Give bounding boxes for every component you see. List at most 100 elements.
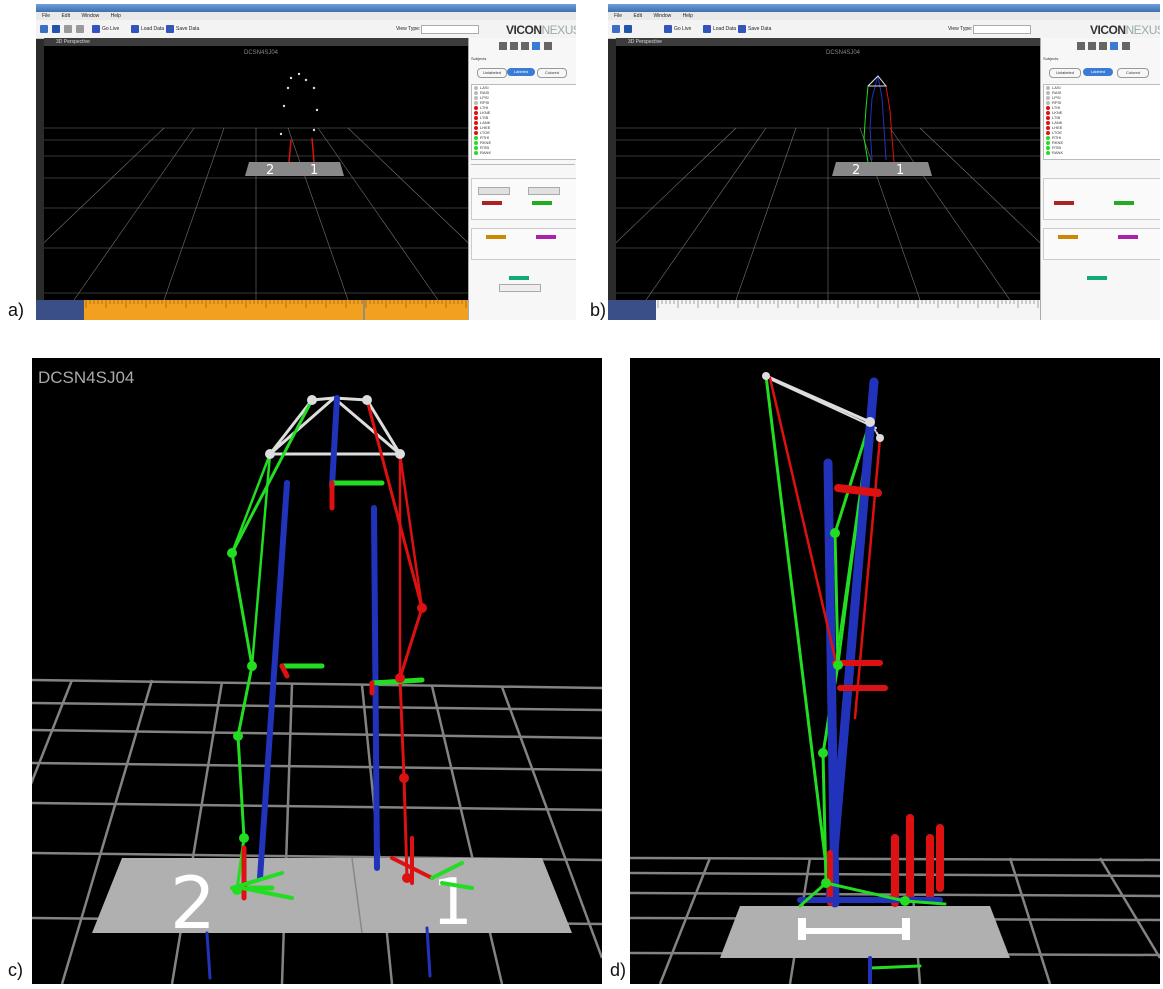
marker-list-item[interactable]: LANK	[1044, 120, 1160, 125]
open-icon[interactable]	[64, 24, 74, 34]
marker-list-item[interactable]: LTOE	[1044, 130, 1160, 135]
settings-icon[interactable]	[543, 42, 552, 50]
pipeline-icon[interactable]	[521, 42, 530, 50]
gap-fill-field[interactable]	[478, 187, 510, 195]
marker-list-item[interactable]: LKNE	[1044, 110, 1160, 115]
tab-unlabeled[interactable]: Unlabeled	[477, 68, 507, 78]
viewport-3d-a[interactable]: 3D Perspective 2 1	[44, 38, 468, 300]
marker-list-item[interactable]: RASI	[1044, 90, 1160, 95]
marker-list-item[interactable]: RKNE	[1044, 140, 1160, 145]
timeline-bar[interactable]	[656, 300, 1040, 320]
gap-fill-section	[471, 178, 576, 220]
kinematic-fill-swatch	[536, 235, 556, 239]
tab-colored[interactable]: Colored	[537, 68, 567, 78]
viewport-tab[interactable]: 3D Perspective	[44, 38, 468, 46]
viewport-tab[interactable]: 3D Perspective	[616, 38, 1040, 46]
marker-list-item[interactable]: LTIB	[1044, 115, 1160, 120]
plate-label-2: 2	[852, 163, 860, 178]
menu-edit[interactable]: Edit	[61, 13, 71, 19]
marker-status-icon	[1046, 90, 1050, 95]
menu-file[interactable]: File	[42, 13, 51, 19]
marker-list-item[interactable]: LHEE	[472, 125, 576, 130]
tools-pane-a: Subjects Unlabeled Labeled Colored LASI R…	[468, 38, 576, 320]
go-live-button[interactable]: Go Live	[664, 24, 691, 34]
marker-list-item[interactable]: LTIB	[472, 115, 576, 120]
plate-marks	[798, 918, 910, 940]
menu-window[interactable]: Window	[653, 13, 672, 19]
menu-help[interactable]: Help	[682, 13, 693, 19]
menu-file[interactable]: File	[614, 13, 623, 19]
marker-list-item[interactable]: LANK	[472, 120, 576, 125]
marker-status-icon	[1046, 125, 1050, 130]
view-type-select[interactable]	[973, 25, 1031, 34]
marker-list-item[interactable]: LPSI	[472, 95, 576, 100]
profile-icon[interactable]	[499, 42, 507, 50]
marker-status-icon	[474, 90, 478, 95]
playback-controls[interactable]	[36, 300, 84, 320]
save-icon[interactable]	[612, 24, 622, 34]
marker-status-icon	[474, 150, 478, 155]
marker-list-item[interactable]: RTIB	[472, 145, 576, 150]
menu-help[interactable]: Help	[110, 13, 121, 19]
close-icon[interactable]	[52, 24, 62, 34]
cyclic-fill-swatch	[1087, 276, 1107, 280]
load-data-button[interactable]: Load Data	[131, 24, 164, 34]
label-tool-icon[interactable]	[532, 42, 541, 50]
marker-list-item[interactable]: LKNE	[472, 110, 576, 115]
settings-icon[interactable]	[1121, 42, 1130, 50]
scene-a: 2 1 DCSN4SJ04	[44, 50, 468, 300]
marker-status-icon	[1046, 120, 1050, 125]
load-data-icon	[703, 24, 711, 33]
marker-list-item[interactable]: LTHI	[472, 105, 576, 110]
scene-d	[630, 372, 1160, 984]
save-icon[interactable]	[40, 24, 50, 34]
marker-name: RTIB	[1052, 145, 1062, 150]
marker-list-item[interactable]: LASI	[1044, 85, 1160, 90]
label-tool-icon[interactable]	[1110, 42, 1119, 50]
tab-unlabeled[interactable]: Unlabeled	[1049, 68, 1081, 78]
marker-list-item[interactable]: RANK	[472, 150, 576, 155]
scene-b: 2 1 DCSN4SJ04	[616, 50, 1040, 300]
marker-name: RTIB	[480, 145, 490, 150]
load-data-button[interactable]: Load Data	[703, 24, 736, 34]
profile-icon[interactable]	[76, 24, 86, 34]
save-data-button[interactable]: Save Data	[166, 24, 199, 34]
subject-icon[interactable]	[510, 42, 519, 50]
close-icon[interactable]	[624, 24, 634, 34]
go-live-button[interactable]: Go Live	[92, 24, 119, 34]
tab-labeled[interactable]: Labeled	[1083, 68, 1113, 76]
view-type-label: View Type:	[948, 26, 973, 32]
range-field[interactable]	[528, 187, 560, 195]
marker-list-item[interactable]: LTHI	[1044, 105, 1160, 110]
save-data-button[interactable]: Save Data	[738, 24, 771, 34]
marker-list-item[interactable]: RASI	[472, 90, 576, 95]
panel-label-b: b)	[590, 300, 607, 320]
marker-list-item[interactable]: RPSI	[1044, 100, 1160, 105]
marker-name: RKNE	[480, 140, 492, 145]
marker-list-item[interactable]: RTIB	[1044, 145, 1160, 150]
subject-icon[interactable]	[1088, 42, 1097, 50]
marker-list-item[interactable]: RKNE	[472, 140, 576, 145]
marker-name: RASI	[480, 90, 490, 95]
tab-labeled[interactable]: Labeled	[507, 68, 535, 76]
marker-list-item[interactable]: LHEE	[1044, 125, 1160, 130]
marker-status-icon	[474, 140, 478, 145]
profile-icon[interactable]	[1077, 42, 1085, 50]
marker-list-item[interactable]: LTOE	[472, 130, 576, 135]
pipeline-icon[interactable]	[1099, 42, 1108, 50]
playback-controls[interactable]	[608, 300, 656, 320]
scene-c: 2 1	[32, 395, 602, 984]
marker-list-item[interactable]: RTHI	[1044, 135, 1160, 140]
marker-list-item[interactable]: RANK	[1044, 150, 1160, 155]
menu-window[interactable]: Window	[81, 13, 100, 19]
menu-edit[interactable]: Edit	[633, 13, 643, 19]
run-button[interactable]	[499, 284, 541, 292]
timeline-bar[interactable]	[84, 300, 468, 320]
view-type-select[interactable]	[421, 25, 479, 34]
tab-colored[interactable]: Colored	[1117, 68, 1149, 78]
marker-list-item[interactable]: LASI	[472, 85, 576, 90]
marker-list-item[interactable]: RTHI	[472, 135, 576, 140]
viewport-3d-b[interactable]: 3D Perspective 2 1	[616, 38, 1040, 300]
marker-list-item[interactable]: LPSI	[1044, 95, 1160, 100]
marker-list-item[interactable]: RPSI	[472, 100, 576, 105]
